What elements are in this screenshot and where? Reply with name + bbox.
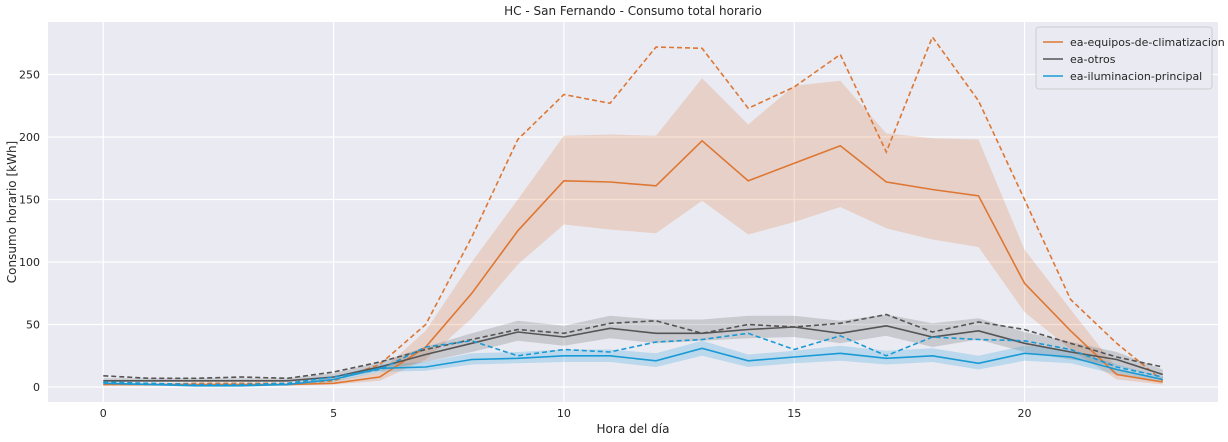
y-tick-label: 200	[19, 131, 40, 144]
max-line-ea-otros	[103, 313, 1163, 380]
y-axis-label: Consumo horario [kWh]	[5, 141, 19, 283]
mean-line-ea-iluminacion-principal	[103, 347, 1163, 387]
y-tick-label: 250	[19, 69, 40, 82]
grid	[48, 22, 1218, 402]
plot-background	[48, 22, 1218, 402]
x-tick-label: 0	[100, 407, 107, 420]
band-ea-equipos-de-climatizacion	[103, 78, 1163, 386]
x-tick-label: 15	[787, 407, 801, 420]
series-lines	[103, 35, 1164, 387]
y-tick-label: 50	[26, 319, 40, 332]
y-tick-label: 150	[19, 194, 40, 207]
legend-box	[1035, 26, 1213, 90]
mean-line-ea-otros	[103, 324, 1163, 382]
x-axis-label: Hora del día	[597, 422, 670, 436]
max-line-ea-iluminacion-principal	[103, 332, 1163, 386]
x-tick-labels: 0 5 10 15 20	[100, 407, 1032, 420]
band-ea-iluminacion-principal	[103, 340, 1163, 386]
legend-label-otros: ea-otros	[1070, 53, 1116, 66]
legend: ea-equipos-de-climatizacion ea-otros ea-…	[1035, 26, 1225, 90]
legend-entry: ea-iluminacion-principal	[1043, 70, 1202, 83]
legend-label-climatizacion: ea-equipos-de-climatizacion	[1070, 36, 1225, 49]
x-tick-label: 20	[1018, 407, 1032, 420]
x-tick-label: 5	[330, 407, 337, 420]
y-tick-labels: 0 50 100 150 200 250	[19, 69, 40, 395]
legend-label-iluminacion: ea-iluminacion-principal	[1070, 70, 1202, 83]
legend-entry: ea-equipos-de-climatizacion	[1043, 36, 1225, 49]
y-tick-label: 100	[19, 256, 40, 269]
chart-title: HC - San Fernando - Consumo total horari…	[504, 4, 762, 18]
y-tick-label: 0	[33, 381, 40, 394]
x-tick-label: 10	[557, 407, 571, 420]
legend-entry: ea-otros	[1043, 53, 1116, 66]
